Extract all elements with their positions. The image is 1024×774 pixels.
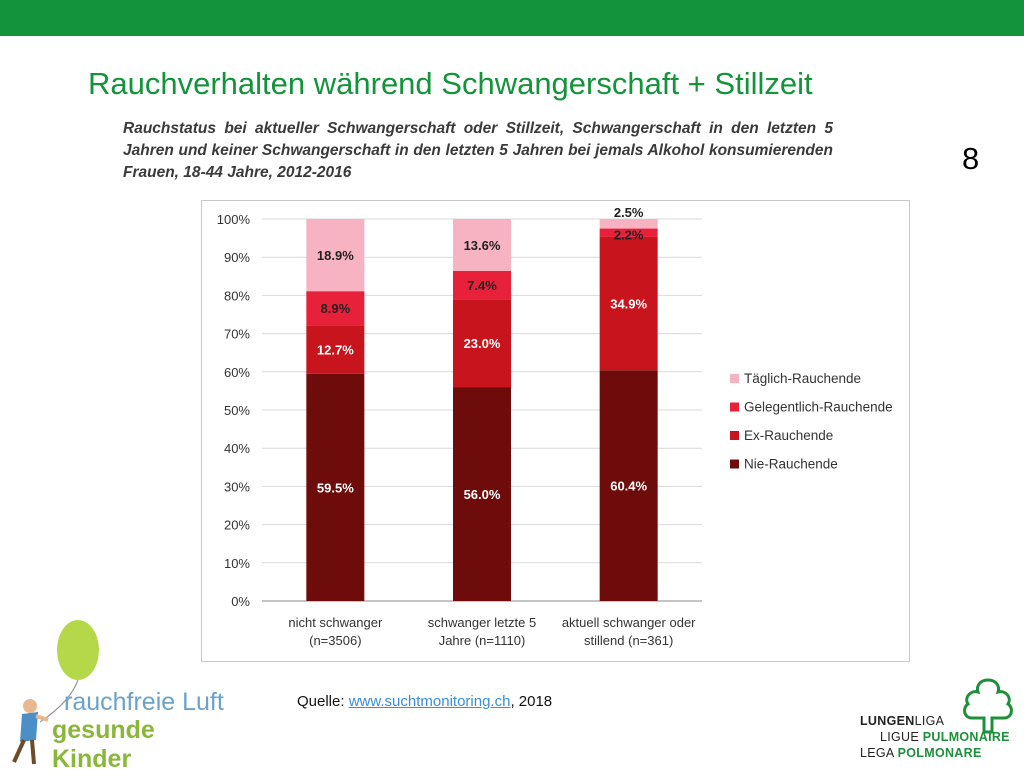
stacked-bar-chart: 0% 10% 20% 30% 40% 50% 60% 70% 80% 90% 100% 59.5% 12… bbox=[217, 205, 893, 648]
balloon-shape bbox=[57, 620, 99, 680]
y-tick-label: 80% bbox=[224, 288, 250, 303]
legend-swatch bbox=[730, 402, 739, 412]
source-note: Quelle: www.suchtmonitoring.ch, 2018 bbox=[297, 693, 552, 710]
x-tick-label: Jahre (n=1110) bbox=[439, 633, 526, 648]
balloon-child-icon bbox=[12, 620, 99, 765]
y-tick-label: 20% bbox=[224, 518, 250, 533]
data-label: 18.9% bbox=[317, 248, 354, 263]
rauchfreie-luft-logo: rauchfreie Luft gesunde Kinder bbox=[0, 612, 240, 773]
bar-segment bbox=[453, 219, 511, 271]
y-tick-label: 100% bbox=[217, 212, 251, 227]
x-tick-label: nicht schwanger bbox=[288, 615, 383, 630]
data-label: 56.0% bbox=[464, 487, 501, 502]
bar-segment bbox=[599, 219, 658, 229]
legend-swatch bbox=[730, 459, 739, 469]
top-accent-bar bbox=[0, 0, 1024, 36]
legend-label: Täglich-Rauchende bbox=[744, 371, 861, 386]
data-label: 2.2% bbox=[614, 228, 644, 243]
y-tick-label: 30% bbox=[224, 479, 250, 494]
lungenliga-logo: LUNGENLIGA LIGUE PULMONAIRE LEGA POLMONA… bbox=[858, 676, 1024, 768]
data-label: 59.5% bbox=[317, 480, 354, 495]
y-tick-label: 70% bbox=[224, 327, 250, 342]
x-tick-label: schwanger letzte 5 bbox=[428, 615, 536, 630]
bar-segment bbox=[453, 270, 511, 300]
data-label: 60.4% bbox=[610, 479, 647, 494]
chart-title: Rauchstatus bei aktueller Schwangerschaf… bbox=[123, 120, 833, 181]
data-label: 23.0% bbox=[464, 336, 501, 351]
bar-segment bbox=[453, 299, 511, 388]
bar-segment bbox=[306, 219, 365, 292]
slide-title: Rauchverhalten während Schwangerschaft +… bbox=[88, 66, 813, 101]
y-tick-label: 10% bbox=[224, 556, 250, 571]
data-label: 34.9% bbox=[610, 297, 647, 312]
source-link[interactable]: www.suchtmonitoring.ch bbox=[348, 693, 511, 710]
data-label: 7.4% bbox=[467, 278, 497, 293]
x-tick-label: (n=3506) bbox=[309, 633, 361, 648]
bar-segment bbox=[599, 370, 658, 601]
data-label: 2.5% bbox=[614, 205, 644, 220]
x-tick-label: aktuell schwanger oder bbox=[562, 615, 696, 630]
y-tick-label: 0% bbox=[231, 594, 250, 609]
data-label: 12.7% bbox=[317, 342, 354, 357]
logo-right-line2: LIGUE PULMONAIRE bbox=[880, 730, 1010, 744]
bar-segment bbox=[453, 387, 511, 601]
source-suffix: , 2018 bbox=[510, 693, 553, 710]
y-tick-label: 40% bbox=[224, 441, 250, 456]
legend-swatch bbox=[730, 374, 739, 383]
y-tick-label: 50% bbox=[224, 403, 250, 418]
bar-segment bbox=[599, 236, 658, 371]
slide-number: 8 bbox=[962, 141, 980, 176]
bar-segment bbox=[599, 228, 658, 237]
logo-right-line1: LUNGENLIGA bbox=[860, 714, 945, 728]
bar-segment bbox=[306, 373, 365, 601]
logo-left-line2: gesunde Kinder bbox=[52, 716, 155, 773]
logo-left-line1: rauchfreie Luft bbox=[64, 688, 224, 716]
tree-icon bbox=[963, 678, 1013, 734]
data-label: 8.9% bbox=[321, 301, 351, 316]
legend-label: Gelegentlich-Rauchende bbox=[744, 400, 893, 415]
bar-segment bbox=[306, 325, 365, 374]
legend-label: Nie-Rauchende bbox=[744, 457, 838, 472]
legend-swatch bbox=[730, 431, 739, 440]
logo-right-line3: LEGA POLMONARE bbox=[860, 746, 982, 760]
x-tick-label: stillend (n=361) bbox=[584, 633, 673, 648]
bar-segment bbox=[306, 291, 365, 326]
data-label: 13.6% bbox=[464, 238, 501, 253]
legend-label: Ex-Rauchende bbox=[744, 428, 833, 443]
source-prefix: Quelle: bbox=[297, 693, 349, 710]
y-tick-label: 90% bbox=[224, 250, 250, 265]
chart-frame: 0% 10% 20% 30% 40% 50% 60% 70% 80% 90% 100% 59.5% 12… bbox=[201, 200, 910, 662]
y-tick-label: 60% bbox=[224, 365, 250, 380]
